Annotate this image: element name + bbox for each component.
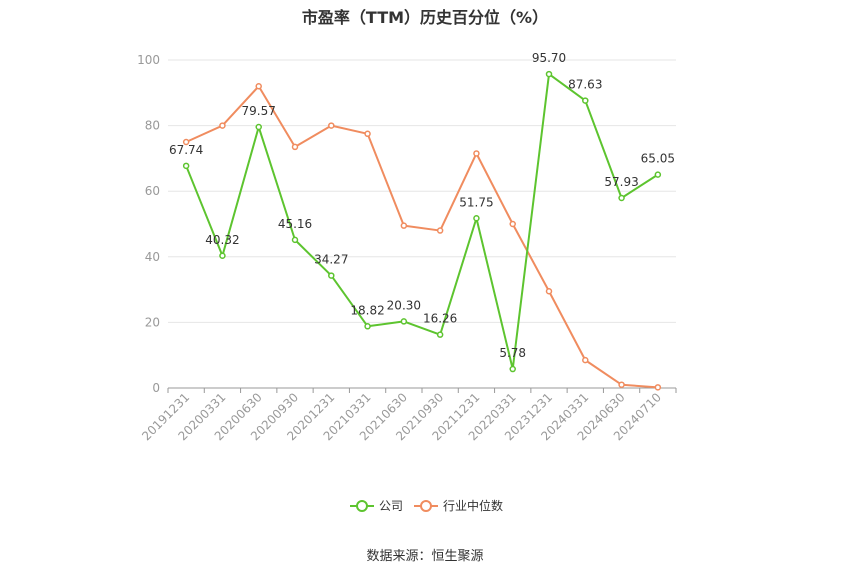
data-point xyxy=(328,272,335,279)
data-point xyxy=(400,222,408,229)
data-point xyxy=(291,236,299,244)
data-point xyxy=(291,143,299,151)
data-label: 79.57 xyxy=(242,104,276,118)
data-point xyxy=(255,82,262,90)
data-label: 40.32 xyxy=(205,233,239,247)
chart-title: 市盈率（TTM）历史百分位（%） xyxy=(301,8,549,27)
y-tick-label: 0 xyxy=(152,381,160,395)
y-tick-label: 20 xyxy=(145,315,160,329)
data-label: 20.30 xyxy=(387,298,421,312)
data-label: 5.78 xyxy=(499,346,526,360)
data-point xyxy=(654,171,662,178)
data-point xyxy=(473,215,480,222)
data-label: 87.63 xyxy=(568,78,602,92)
data-label: 51.75 xyxy=(459,195,493,209)
data-point xyxy=(328,122,335,129)
legend-marker xyxy=(356,500,368,512)
data-point xyxy=(182,138,190,146)
y-tick-label: 60 xyxy=(145,184,160,198)
series-line xyxy=(185,85,658,389)
data-label: 16.26 xyxy=(423,312,457,326)
data-point xyxy=(582,356,589,364)
legend-label: 行业中位数 xyxy=(443,498,503,513)
y-tick-label: 100 xyxy=(137,53,160,67)
data-label: 67.74 xyxy=(169,143,203,157)
data-point xyxy=(473,150,480,157)
data-label: 34.27 xyxy=(314,253,348,267)
data-point xyxy=(654,384,662,391)
data-point xyxy=(545,287,553,295)
data-point xyxy=(618,194,625,202)
data-point xyxy=(436,227,444,234)
data-source: 数据来源：恒生聚源 xyxy=(366,549,484,564)
data-label: 45.16 xyxy=(278,217,312,231)
data-point xyxy=(255,123,262,131)
y-tick-label: 80 xyxy=(145,119,160,133)
data-point xyxy=(364,130,371,138)
data-label: 65.05 xyxy=(641,152,675,166)
data-point xyxy=(400,318,408,325)
data-point xyxy=(436,331,444,338)
data-point xyxy=(182,162,190,170)
data-label: 18.82 xyxy=(350,303,384,317)
data-point xyxy=(545,70,553,78)
data-point xyxy=(618,381,625,388)
data-point xyxy=(364,323,371,330)
legend-marker xyxy=(420,500,432,512)
data-label: 57.93 xyxy=(604,175,638,189)
y-tick-label: 40 xyxy=(145,250,160,264)
data-label: 95.70 xyxy=(532,51,566,65)
series-line xyxy=(185,73,659,371)
legend-label: 公司 xyxy=(379,499,403,513)
data-point xyxy=(219,122,226,129)
data-point xyxy=(509,365,516,373)
data-point xyxy=(219,252,226,260)
data-point xyxy=(509,220,516,228)
data-point xyxy=(582,97,589,104)
